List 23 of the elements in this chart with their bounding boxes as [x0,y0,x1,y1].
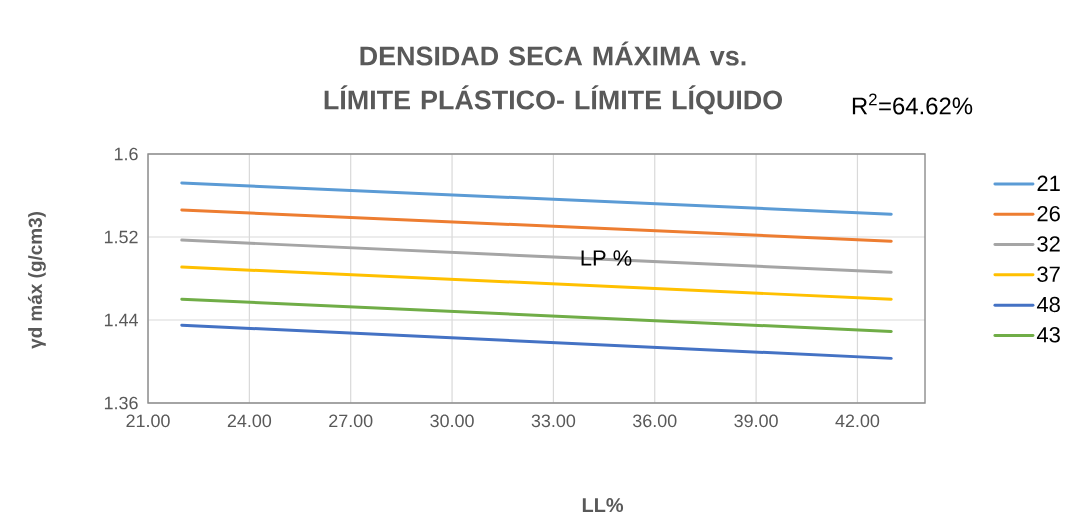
chart-title: DENSIDAD SECA MÁXIMA vs. LÍMITE PLÁSTICO- LÍMITE LÍQUIDO [324,41,783,115]
y-tick-label: 1.52 [104,230,138,244]
x-tick-label: 42.00 [835,414,880,428]
x-tick-label: 30.00 [430,414,474,428]
legend-label: 43 [1036,327,1060,343]
y-axis-title: γd máx (g/cm3) [27,212,46,349]
legend-label: 37 [1037,266,1060,282]
x-tick-label: 39.00 [734,414,778,428]
legend-label: 48 [1036,296,1060,313]
legend-label: 32 [1037,236,1060,252]
x-tick-label: 36.00 [633,414,677,428]
x-tick-label: 27.00 [329,414,373,428]
x-axis-title: LL% [582,498,624,513]
y-tick-label: 1.6 [114,147,138,161]
x-tick-label: 24.00 [227,414,272,428]
x-tick-label: 33.00 [531,414,576,428]
x-tick-label: 21.00 [126,414,170,428]
annotation: LP % [581,250,632,266]
y-tick-label: 1.44 [104,313,138,327]
legend-label: 26 [1037,205,1060,222]
text: R$^{2}$=64.62% [852,93,973,115]
y-tick-label: 1.36 [104,396,138,410]
legend-label: 21 [1037,175,1060,191]
